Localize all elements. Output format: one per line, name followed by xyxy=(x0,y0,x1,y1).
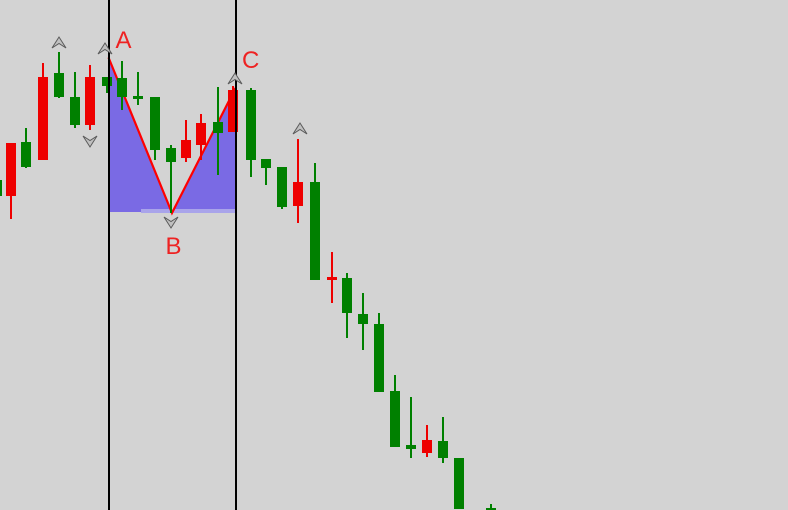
candle-body xyxy=(228,90,238,132)
pattern-label-b[interactable]: B xyxy=(165,233,182,260)
candle-wick xyxy=(409,397,413,458)
candle-wick xyxy=(296,139,300,223)
candle-body xyxy=(342,278,352,313)
candle-body xyxy=(70,97,80,125)
candle-body xyxy=(390,391,400,447)
candle-body xyxy=(38,77,48,160)
candle-body xyxy=(293,182,303,206)
candle-body xyxy=(54,73,64,97)
candle-body xyxy=(21,142,31,167)
candle-body xyxy=(181,140,191,158)
candle-body xyxy=(246,90,256,160)
candle-body xyxy=(102,77,112,86)
candle-wick xyxy=(489,504,493,510)
candle-body xyxy=(454,458,464,509)
candle-wick xyxy=(441,417,445,463)
candle-body xyxy=(85,77,95,125)
candle-body xyxy=(327,277,337,280)
candle-wick xyxy=(169,145,173,213)
candle-body xyxy=(150,97,160,150)
pattern-label-c[interactable]: C xyxy=(242,46,260,74)
candle-body xyxy=(277,167,287,207)
pattern-label-a[interactable]: A xyxy=(115,26,132,54)
candle-body xyxy=(486,508,496,510)
candle-body xyxy=(438,441,448,458)
candle-body xyxy=(261,159,271,168)
candle-body xyxy=(133,96,143,99)
candle-body xyxy=(213,122,223,133)
candle-body xyxy=(0,180,2,196)
fractal-arrow-down-icon xyxy=(163,216,179,229)
candle-body xyxy=(406,445,416,449)
candle-wick xyxy=(264,159,268,185)
candle-body xyxy=(422,440,432,453)
fractal-arrow-up-icon xyxy=(227,72,243,85)
candle-body xyxy=(6,143,16,196)
candle-body xyxy=(358,314,368,324)
candle-body xyxy=(374,324,384,392)
candle-body xyxy=(166,148,176,162)
candle-wick xyxy=(136,72,140,105)
fractal-arrow-up-icon xyxy=(292,122,308,135)
fractal-arrow-up-icon xyxy=(97,42,113,55)
candle-body xyxy=(117,78,127,97)
vertical-line[interactable] xyxy=(235,0,238,510)
candle-body xyxy=(310,182,320,280)
vertical-line[interactable] xyxy=(107,0,110,510)
fractal-arrow-down-icon xyxy=(82,135,98,148)
fractal-arrow-up-icon xyxy=(51,36,67,49)
pattern-base-line xyxy=(141,209,235,213)
candle-body xyxy=(196,123,206,145)
